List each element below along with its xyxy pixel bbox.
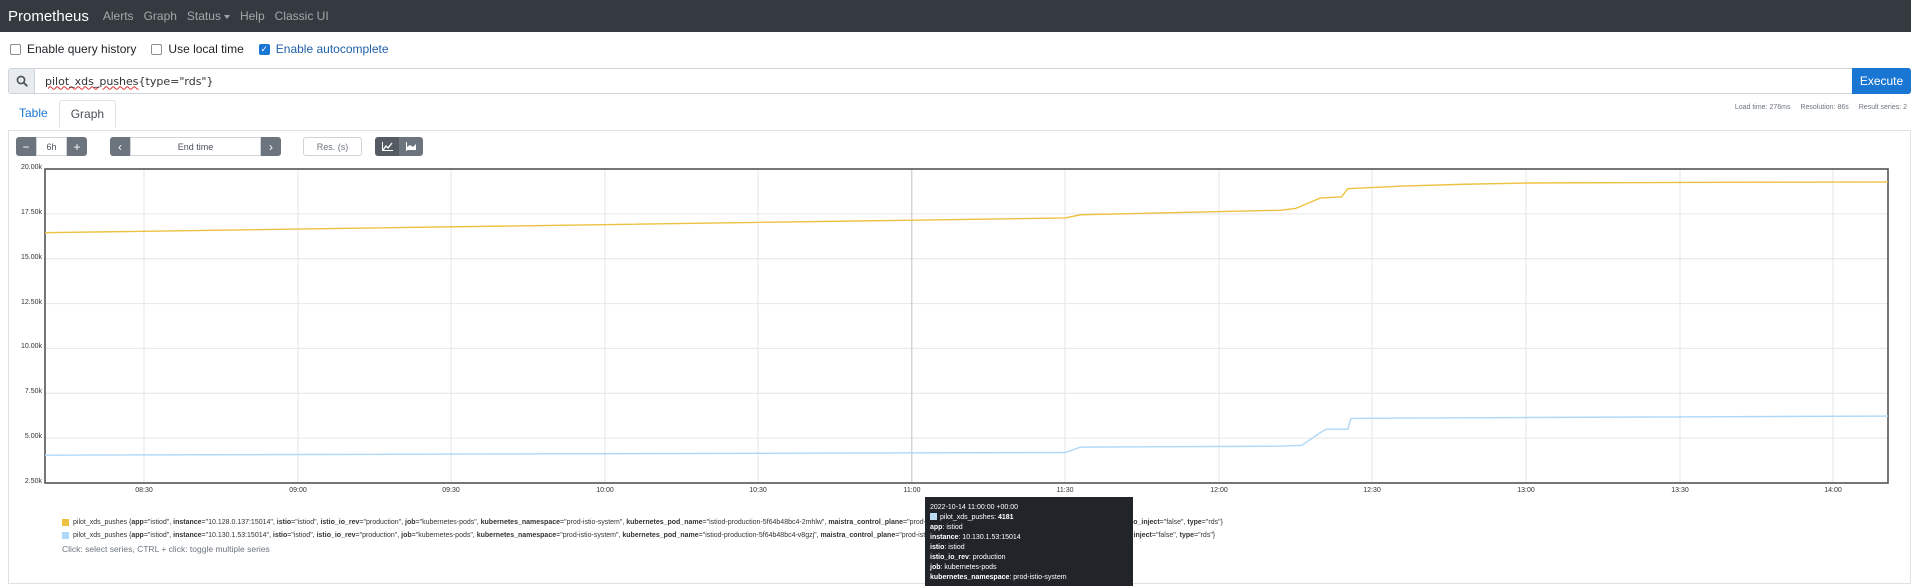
y-tick-label: 17.50k <box>20 208 42 216</box>
load-time: Load time: 276ms <box>1734 104 1791 111</box>
x-tick-label: 13:30 <box>1671 487 1689 494</box>
series-swatch <box>930 513 937 520</box>
range-control: − 6h + <box>16 137 87 156</box>
tooltip-label-row: istio: istiod <box>930 544 965 551</box>
local-time-checkbox[interactable] <box>151 43 163 55</box>
hover-tooltip: 2022-10-14 11:00:00 +00:00 pilot_xds_pus… <box>925 497 1133 586</box>
tab-graph[interactable]: Graph <box>58 100 117 128</box>
result-series: Result series: 2 <box>1858 104 1907 111</box>
option-autocomplete[interactable]: ✓ Enable autocomplete <box>258 42 389 56</box>
y-tick-label: 15.00k <box>20 253 42 261</box>
y-tick-label: 5.00k <box>24 433 42 441</box>
end-time-input[interactable]: End time <box>130 137 261 156</box>
x-tick-label: 14:00 <box>1824 487 1842 494</box>
nav-status[interactable]: Status <box>187 9 230 23</box>
y-tick-label: 20.00k <box>20 164 42 171</box>
nav-graph[interactable]: Graph <box>143 9 177 23</box>
tooltip-metric: pilot_xds_pushes: <box>940 514 997 521</box>
tooltip-timestamp: 2022-10-14 11:00:00 +00:00 <box>930 504 1019 511</box>
x-tick-label: 09:30 <box>442 487 460 494</box>
x-tick-label: 11:30 <box>1056 487 1074 494</box>
line-chart-icon[interactable] <box>375 137 399 156</box>
x-tick-label: 10:00 <box>596 487 614 494</box>
resolution: Resolution: 86s <box>1800 104 1849 111</box>
stacked-chart-icon[interactable] <box>399 137 423 156</box>
plot-area <box>44 168 1889 484</box>
query-input[interactable]: pilot_xds_pushes {type="rds"} <box>35 69 1852 93</box>
series-swatch <box>62 519 69 526</box>
resolution-input[interactable]: Res. (s) <box>303 137 362 156</box>
y-tick-label: 12.50k <box>20 298 42 306</box>
y-tick-label: 2.50k <box>24 478 42 485</box>
decrease-range-button[interactable]: − <box>16 137 36 156</box>
tooltip-label-row: kubernetes_namespace: prod-istio-system <box>930 574 1067 581</box>
navbar: Prometheus Alerts Graph Status Help Clas… <box>0 0 1911 32</box>
tab-table[interactable]: Table <box>19 106 48 120</box>
chart-type-toggle <box>375 137 423 156</box>
query-history-label: Enable query history <box>27 42 137 56</box>
tooltip-label-row: job: kubernetes-pods <box>930 564 997 571</box>
series-line-2 <box>44 415 1889 456</box>
query-stats: Load time: 276ms Resolution: 86s Result … <box>1735 104 1907 111</box>
tooltip-label-row: instance: 10.130.1.53:15014 <box>930 534 1021 541</box>
query-bar: pilot_xds_pushes {type="rds"} Execute <box>8 68 1911 94</box>
execute-button[interactable]: Execute <box>1852 68 1911 94</box>
y-tick-label: 7.50k <box>24 388 42 396</box>
tooltip-value-row: pilot_xds_pushes: 4181 <box>930 513 1128 523</box>
autocomplete-checkbox[interactable]: ✓ <box>258 43 270 55</box>
legend-hint: Click: select series, CTRL + click: togg… <box>62 544 270 554</box>
nav-help[interactable]: Help <box>239 9 265 23</box>
caret-down-icon <box>223 14 230 19</box>
x-tick-label: 09:00 <box>289 487 307 494</box>
tooltip-value: 4181 <box>998 514 1014 521</box>
x-tick-label: 13:00 <box>1517 487 1535 494</box>
nav-classic-ui[interactable]: Classic UI <box>274 9 329 23</box>
x-tick-label: 08:30 <box>135 487 153 494</box>
search-icon <box>9 69 35 93</box>
query-history-checkbox[interactable] <box>10 43 21 55</box>
local-time-label: Use local time <box>168 42 244 56</box>
nav-alerts[interactable]: Alerts <box>102 9 134 23</box>
previous-time-button[interactable]: ‹ <box>110 137 130 156</box>
x-tick-label: 12:30 <box>1363 487 1381 494</box>
x-tick-label: 12:00 <box>1210 487 1228 494</box>
x-tick-label: 11:00 <box>903 487 921 494</box>
range-input[interactable]: 6h <box>36 137 67 156</box>
view-tabs: Table Graph <box>8 100 117 128</box>
tooltip-label-row: app: istiod <box>930 524 963 531</box>
series-swatch <box>62 532 69 539</box>
increase-range-button[interactable]: + <box>67 137 87 156</box>
series-line-1 <box>44 181 1889 234</box>
x-tick-label: 10:30 <box>749 487 767 494</box>
nav-status-label: Status <box>186 9 221 23</box>
query-options: Enable query history Use local time ✓ En… <box>10 42 404 56</box>
y-tick-label: 10.00k <box>20 343 42 351</box>
query-selector: {type="rds"} <box>138 74 214 88</box>
next-time-button[interactable]: › <box>261 137 281 156</box>
end-time-control: ‹ End time › <box>110 137 281 156</box>
brand-logo[interactable]: Prometheus <box>8 7 89 25</box>
query-metric: pilot_xds_pushes <box>45 74 139 88</box>
tooltip-label-row: istio_io_rev: production <box>930 554 1006 561</box>
autocomplete-label: Enable autocomplete <box>275 42 389 56</box>
option-query-history[interactable]: Enable query history <box>10 42 136 56</box>
option-local-time[interactable]: Use local time <box>151 42 244 56</box>
